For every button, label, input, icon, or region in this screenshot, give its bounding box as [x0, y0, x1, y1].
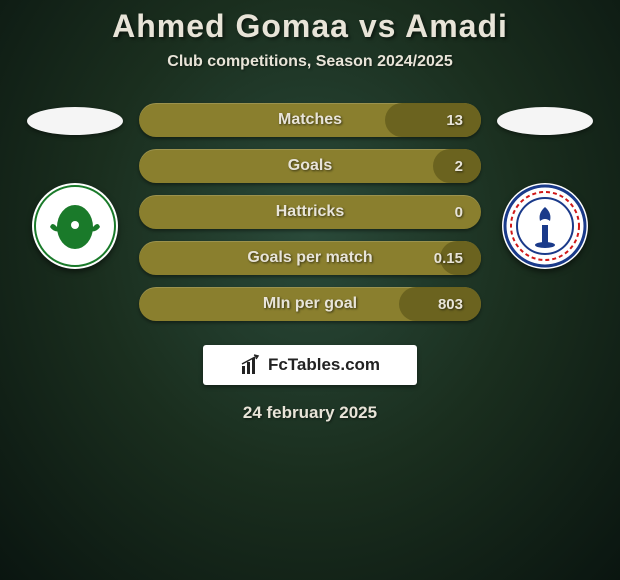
- stat-value-right: 13: [446, 112, 463, 129]
- stats-column: Matches 13 Goals 2 Hattricks 0 Goals per match…: [139, 103, 481, 321]
- main-row: Matches 13 Goals 2 Hattricks 0 Goals per match…: [0, 103, 620, 321]
- stat-label: MIn per goal: [263, 295, 357, 313]
- right-team-logo: [502, 183, 588, 269]
- stat-bar: Matches 13: [139, 103, 481, 137]
- right-player-placeholder: [497, 107, 593, 135]
- torch-logo-icon: [502, 183, 588, 269]
- brand-text: FcTables.com: [268, 355, 380, 375]
- brand-chart-icon: [240, 354, 262, 376]
- left-player-placeholder: [27, 107, 123, 135]
- brand-badge[interactable]: FcTables.com: [203, 345, 417, 385]
- stat-value-right: 0.15: [434, 250, 463, 267]
- page-title: Ahmed Gomaa vs Amadi: [112, 8, 508, 45]
- left-player-col: [25, 103, 125, 269]
- stat-value-right: 0: [455, 204, 463, 221]
- footer-date: 24 february 2025: [243, 403, 377, 423]
- page-subtitle: Club competitions, Season 2024/2025: [167, 53, 452, 71]
- eagle-logo-icon: [32, 183, 118, 269]
- right-player-col: [495, 103, 595, 269]
- stat-label: Hattricks: [276, 203, 344, 221]
- stat-bar: Goals 2: [139, 149, 481, 183]
- stat-fill: [385, 103, 481, 137]
- stat-bar: Hattricks 0: [139, 195, 481, 229]
- left-team-logo: [32, 183, 118, 269]
- stat-value-right: 2: [455, 158, 463, 175]
- stat-bar: MIn per goal 803: [139, 287, 481, 321]
- stat-label: Goals: [288, 157, 332, 175]
- stat-value-right: 803: [438, 296, 463, 313]
- stat-label: Goals per match: [247, 249, 372, 267]
- infographic-container: Ahmed Gomaa vs Amadi Club competitions, …: [0, 0, 620, 423]
- stat-bar: Goals per match 0.15: [139, 241, 481, 275]
- stat-label: Matches: [278, 111, 342, 129]
